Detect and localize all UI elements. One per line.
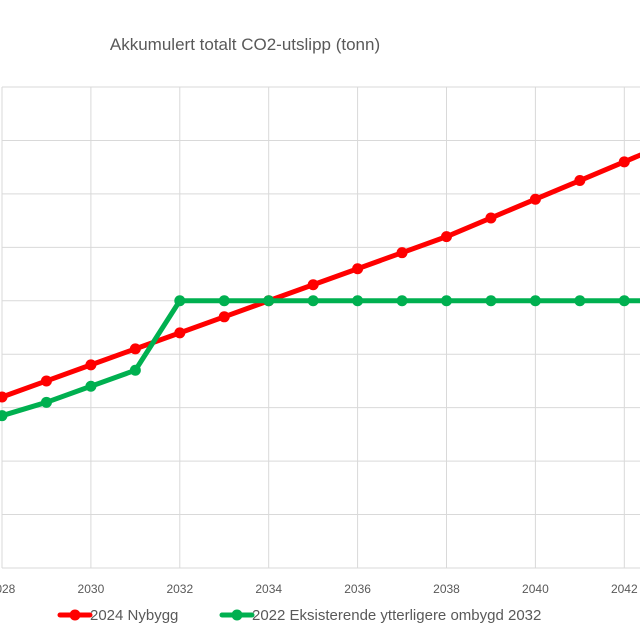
data-point [352, 263, 364, 275]
data-point [263, 295, 275, 307]
x-tick-label: 2040 [522, 582, 549, 596]
x-tick-label: 2030 [78, 582, 105, 596]
data-point [574, 175, 586, 187]
data-point [618, 295, 630, 307]
x-axis-ticks: 2028 2030 2032 2034 2036 2038 2040 2042 [0, 582, 638, 596]
data-point [129, 364, 141, 376]
x-tick-label: 2034 [255, 582, 282, 596]
legend-swatch-marker [231, 609, 243, 621]
data-point [0, 391, 8, 403]
data-point [174, 295, 186, 307]
data-point [618, 156, 630, 168]
series-line-1 [0, 152, 640, 400]
legend-swatch-marker [69, 609, 81, 621]
data-point [441, 295, 452, 307]
data-point [307, 279, 319, 291]
data-point [529, 295, 541, 307]
data-point [85, 380, 97, 392]
data-point [574, 295, 586, 307]
data-point [0, 410, 8, 422]
data-point [441, 231, 452, 243]
x-tick-label: 2028 [0, 582, 16, 596]
gridlines [1, 86, 640, 569]
data-point [40, 375, 52, 387]
legend: 2024 Nybygg 2022 Eksisterende ytterligere… [57, 607, 541, 624]
x-tick-label: 2032 [166, 582, 193, 596]
data-point [129, 343, 141, 355]
data-point [218, 311, 230, 323]
data-point [396, 295, 408, 307]
data-point [529, 193, 541, 205]
data-point [85, 359, 97, 371]
series-line-2 [0, 298, 640, 419]
data-point [307, 295, 319, 307]
data-point [174, 327, 186, 339]
data-point [396, 247, 408, 259]
data-point [218, 295, 230, 307]
chart-title: Akkumulert totalt CO2-utslipp (tonn) [110, 35, 380, 54]
data-point [40, 396, 52, 408]
legend-label: 2022 Eksisterende ytterligere ombygd 203… [252, 607, 541, 624]
data-point [352, 295, 364, 307]
series-layer [0, 152, 640, 422]
legend-label: 2024 Nybygg [90, 607, 178, 624]
x-tick-label: 2042 [611, 582, 638, 596]
data-point [485, 212, 497, 224]
x-tick-label: 2036 [344, 582, 371, 596]
data-point [485, 295, 497, 307]
x-tick-label: 2038 [433, 582, 460, 596]
